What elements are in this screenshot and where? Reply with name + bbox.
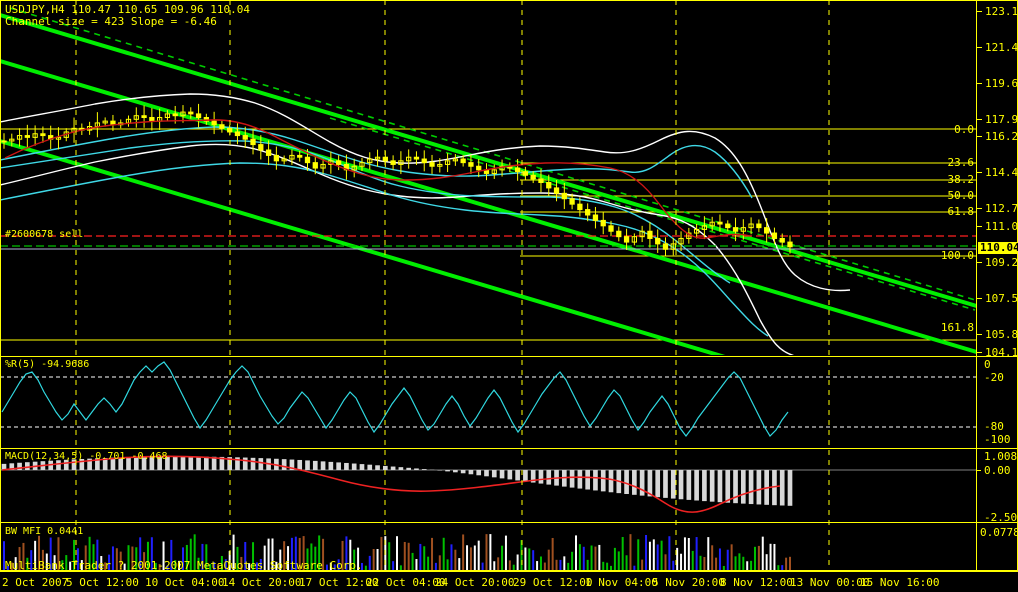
status-bar-text: MultiBank Trader ? 2001-2007 MetaQuotes … [5, 559, 363, 572]
fib-label-1618: 161.8 [940, 321, 974, 334]
macd-label: MACD(12,34,5) -0.701 -0.468 [5, 451, 168, 462]
percent-r-scale-80: -80 [984, 420, 1004, 433]
ma-cyan-1 [1, 126, 753, 199]
fib-label-0: 0.0 [954, 123, 974, 136]
trend-lines[interactable] [9, 7, 976, 311]
signal-ma-red [4, 119, 751, 239]
price-tick-2: 119.65 [985, 77, 1018, 90]
fib-label-618: 61.8 [947, 205, 975, 218]
ma-cyan-2 [1, 162, 769, 337]
macd-scale-top: 1.008 [984, 450, 1018, 463]
ma-white-upper [1, 93, 851, 292]
price-axis[interactable]: 123.10 121.40 119.65 117.90 116.20 114.4… [976, 0, 1018, 359]
percent-r-label: %R(5) -94.9686 [5, 359, 90, 370]
percent-r-scale-100: -100 [984, 433, 1011, 446]
axis-tick-mark [977, 47, 982, 48]
ma-cyan-3 [1, 140, 731, 284]
fib-label-236: 23.6 [947, 156, 975, 169]
fib-label-1000: 100.0 [940, 249, 974, 262]
axis-tick-mark [977, 136, 982, 137]
price-tick-7: 111.00 [985, 220, 1018, 233]
price-tick-10: 105.80 [985, 328, 1018, 341]
time-label-1: 5 Oct 12:00 [66, 576, 139, 589]
macd-axis-divider [976, 448, 977, 522]
percent-r-scale-20: -20 [984, 371, 1004, 384]
current-price-tag: 110.04 [978, 242, 1018, 254]
price-tick-11: 104.10 [985, 346, 1018, 359]
price-tick-4: 116.20 [985, 130, 1018, 143]
price-tick-1: 121.40 [985, 41, 1018, 54]
time-label-2: 10 Oct 04:00 [145, 576, 225, 589]
price-tick-3: 117.90 [985, 113, 1018, 126]
macd-scale-zero: 0.00 [984, 464, 1011, 477]
time-label-7: 29 Oct 12:00 [513, 576, 593, 589]
candlesticks [1, 103, 793, 256]
axis-tick-mark [977, 172, 982, 173]
percent-r-axis-divider [976, 356, 977, 448]
time-label-4: 17 Oct 12:00 [299, 576, 379, 589]
ma-white-lower [1, 143, 795, 355]
time-label-3: 14 Oct 20:00 [222, 576, 302, 589]
time-label-5: 22 Oct 04:00 [366, 576, 446, 589]
percent-r-plot [1, 361, 976, 437]
axis-tick-mark [977, 208, 982, 209]
sell-order-label[interactable]: #2600678 sell [5, 229, 84, 240]
symbol-period-quote-label: USDJPY,H4 110.47 110.65 109.96 110.04 [5, 3, 251, 16]
macd-signal-line [1, 455, 781, 513]
axis-tick-mark [977, 83, 982, 84]
percent-r-line [1, 361, 789, 437]
price-plot [0, 7, 990, 436]
price-tick-9: 107.55 [985, 292, 1018, 305]
fib-lines [1, 128, 976, 341]
time-label-6: 24 Oct 20:00 [435, 576, 515, 589]
percent-r-scale-0: 0 [984, 358, 991, 371]
fib-label-382: 38.2 [947, 173, 975, 186]
macd-scale-bot: -2.508 [984, 511, 1018, 524]
axis-tick-mark [977, 352, 982, 353]
time-label-8: 1 Nov 04:00 [585, 576, 658, 589]
price-tick-0: 123.10 [985, 5, 1018, 18]
price-tick-8: 109.25 [985, 256, 1018, 269]
time-label-12: 15 Nov 16:00 [860, 576, 940, 589]
time-label-9: 5 Nov 20:00 [652, 576, 725, 589]
fib-label-500: 50.0 [947, 189, 975, 202]
price-tick-6: 112.75 [985, 202, 1018, 215]
axis-tick-mark [977, 334, 982, 335]
time-label-0: 2 Oct 2007 [2, 576, 69, 589]
percent-r-pane[interactable] [0, 356, 1018, 448]
bwmfi-label: BW MFI 0.0441 [5, 526, 84, 537]
bwmfi-scale-top: 0.0778 [980, 526, 1018, 539]
regression-channel[interactable] [0, 12, 990, 436]
axis-tick-mark [977, 119, 982, 120]
price-tick-5: 114.45 [985, 166, 1018, 179]
time-axis[interactable]: 2 Oct 2007 5 Oct 12:00 10 Oct 04:00 14 O… [0, 571, 1018, 592]
axis-tick-mark [977, 226, 982, 227]
channel-info-label: Channel size = 423 Slope = -6.46 [5, 15, 217, 28]
axis-tick-mark [977, 298, 982, 299]
bwmfi-axis-divider [976, 522, 977, 571]
time-label-10: 8 Nov 12:00 [720, 576, 793, 589]
axis-tick-mark [977, 262, 982, 263]
macd-zero-tick [976, 470, 981, 471]
axis-tick-mark [977, 11, 982, 12]
time-label-11: 13 Nov 00:00 [790, 576, 870, 589]
